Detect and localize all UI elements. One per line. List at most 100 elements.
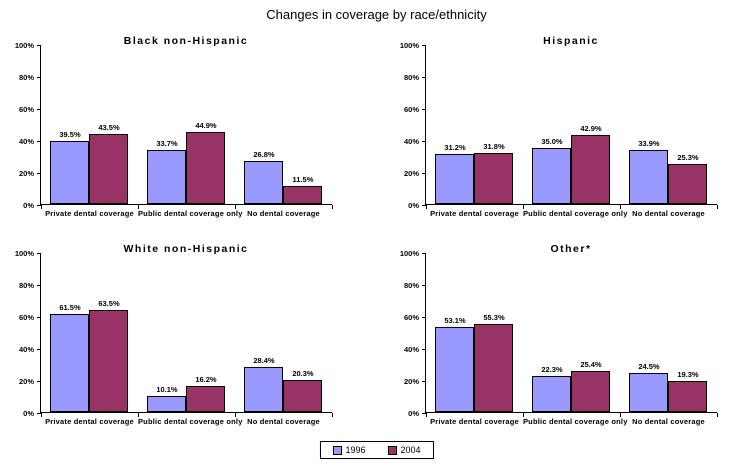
y-axis-tick-label: 60% [403,105,419,114]
plot-area: 0% 20% 40% 60% 80% 100% 53.1% 55.3% Private dent… [400,249,718,426]
bar-value-label: 33.7% [156,139,178,149]
bar-1996-public-dental-coverage-only [532,148,572,204]
category-group: 31.2% 31.8% [426,45,523,204]
y-axis-tick-label: 100% [14,249,34,258]
y-axis-tick [37,45,41,46]
y-axis-tick-label: 0% [23,201,34,210]
y-axis-tick [422,253,426,254]
category-label: No dental coverage [247,417,320,426]
bar-2004-private-dental-coverage [474,323,514,412]
y-axis-tick-label: 20% [403,377,419,386]
y-axis-tick-label: 20% [18,377,34,386]
bar-column: 43.5% [89,45,129,204]
category-group: 33.9% 25.3% [620,45,717,204]
y-axis-tick [422,317,426,318]
y-axis-tick-label: 60% [18,105,34,114]
y-axis-tick-label: 100% [399,249,419,258]
bar-2004-no-dental-coverage [283,379,323,412]
bar-value-label: 53.1% [444,316,466,326]
y-axis-tick [422,77,426,78]
bar-value-label: 16.2% [195,375,217,385]
category-group: 28.4% 20.3% [235,253,332,412]
bar-value-label: 25.4% [580,360,602,370]
subplot-title: Black non-Hispanic [123,35,249,47]
x-axis-tick [716,413,718,417]
bar-value-label: 19.3% [677,370,699,380]
bar-column: 24.5% [629,253,669,412]
x-axis-tick [234,413,236,417]
page-title: Changes in coverage by race/ethnicity [266,7,487,22]
bar-2004-private-dental-coverage [89,310,129,412]
x-axis-tick [234,205,236,209]
bar-value-label: 44.9% [195,121,217,131]
y-axis-tick [37,141,41,142]
y-axis-tick [422,381,426,382]
y-axis-tick-label: 60% [18,313,34,322]
category-group: 39.5% 43.5% [41,45,138,204]
category-label: No dental coverage [632,209,705,218]
legend: 1996 2004 [319,441,434,459]
bar-column: 31.8% [474,45,514,204]
y-axis-tick [37,173,41,174]
bar-value-label: 61.5% [59,302,81,312]
bar-value-label: 31.8% [483,142,505,152]
bar-2004-no-dental-coverage [283,185,323,204]
bar-value-label: 43.5% [98,123,120,133]
legend-item-1996: 1996 [332,445,366,455]
subplot-hispanic: Hispanic 0% 20% 40% 60% 80% 100% 31.2% 31.8% Priv… [385,30,753,230]
plot-area: 0% 20% 40% 60% 80% 100% 31.2% 31.8% Private dent… [400,41,718,218]
x-axis-tick [522,413,524,417]
y-axis-tick [37,381,41,382]
category-group: 53.1% 55.3% [426,253,523,412]
y-axis-tick [422,285,426,286]
category-label: Private dental coverage [430,209,519,218]
x-axis-tick [716,205,718,209]
y-axis-tick-label: 0% [408,409,419,418]
category-label: Private dental coverage [45,209,134,218]
y-axis-tick-label: 0% [23,409,34,418]
category-group: 35.0% 42.9% [523,45,620,204]
y-axis-tick [37,317,41,318]
bar-1996-private-dental-coverage [435,327,475,412]
bar-1996-public-dental-coverage-only [532,376,572,412]
subplot-other: Other* 0% 20% 40% 60% 80% 100% 53.1% 55.3% Privat… [385,238,753,438]
y-axis-tick-label: 40% [403,137,419,146]
bar-value-label: 31.2% [444,143,466,153]
bar-1996-private-dental-coverage [50,313,90,412]
category-label: Public dental coverage only [137,209,243,218]
y-axis-tick-label: 40% [18,137,34,146]
x-axis-tick [619,205,621,209]
x-axis-tick [41,413,42,417]
bar-2004-public-dental-coverage-only [186,132,226,204]
y-axis-tick [422,45,426,46]
bar-2004-no-dental-coverage [668,163,708,204]
bar-value-label: 63.5% [98,299,120,309]
bar-column: 63.5% [89,253,129,412]
bar-value-label: 20.3% [292,368,314,378]
plot-area: 0% 20% 40% 60% 80% 100% 61.5% 63.5% Private dent… [15,249,333,426]
bar-1996-public-dental-coverage-only [147,150,187,204]
y-axis-tick-label: 100% [399,41,419,50]
bar-column: 33.9% [629,45,669,204]
bar-column: 39.5% [50,45,90,204]
y-axis-tick-label: 80% [403,281,419,290]
category-label: Public dental coverage only [522,209,628,218]
subplot-title: Other* [550,243,592,255]
bar-value-label: 39.5% [59,129,81,139]
bar-value-label: 55.3% [483,312,505,322]
legend-swatch-1996-icon [332,445,342,455]
bar-column: 26.8% [244,45,284,204]
y-axis-tick-label: 40% [403,345,419,354]
bar-value-label: 26.8% [253,150,275,160]
bar-column: 28.4% [244,253,284,412]
bar-1996-private-dental-coverage [435,154,475,204]
category-group: 10.1% 16.2% [138,253,235,412]
bar-value-label: 22.3% [541,365,563,375]
y-axis-tick [37,285,41,286]
bar-column: 53.1% [435,253,475,412]
category-group: 22.3% 25.4% [523,253,620,412]
y-axis-tick-label: 40% [18,345,34,354]
bar-1996-private-dental-coverage [50,140,90,204]
y-axis-tick [37,253,41,254]
